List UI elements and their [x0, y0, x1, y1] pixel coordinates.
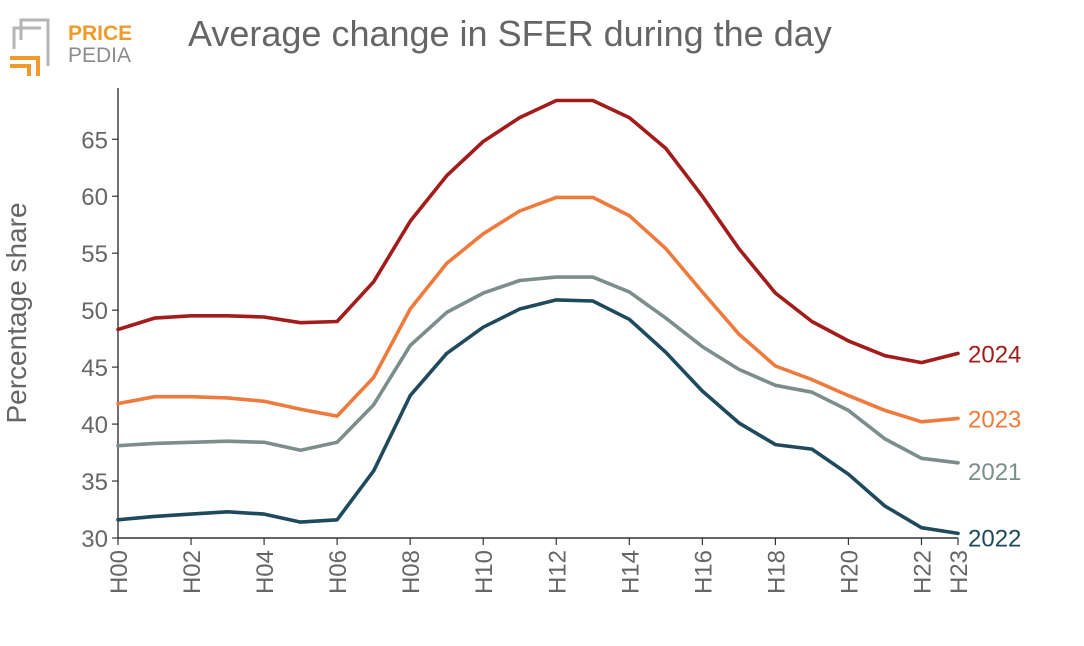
x-tick-label: H14	[617, 550, 644, 594]
series-label-2023: 2023	[968, 406, 1021, 433]
y-axis-label: Percentage share	[1, 202, 32, 423]
pricepedia-logo: PRICE PEDIA	[10, 18, 132, 76]
series-label-2022: 2022	[968, 525, 1021, 552]
y-axis-ticks: 30 35 40 45 50 55 60 65	[81, 127, 118, 553]
logo-mark-icon	[10, 18, 50, 76]
series-line-2023	[116, 195, 960, 424]
x-tick-label: H10	[471, 550, 498, 594]
x-tick-label: H20	[836, 550, 863, 594]
series-line-2024	[116, 98, 960, 365]
y-tick-label: 55	[81, 241, 108, 268]
y-tick-label: 50	[81, 298, 108, 325]
y-tick-label: 35	[81, 469, 108, 496]
series-line-2022	[116, 298, 960, 536]
x-tick-label: H18	[763, 550, 790, 594]
y-tick-label: 60	[81, 184, 108, 211]
logo-text-pedia: PEDIA	[68, 44, 131, 67]
series-end-labels: 2024 2023 2021 2022	[968, 341, 1021, 552]
logo-text-price: PRICE	[68, 22, 132, 45]
x-tick-label: H02	[179, 550, 206, 594]
series-label-2024: 2024	[968, 341, 1021, 368]
series-line-2021	[116, 275, 960, 465]
x-tick-label: H00	[106, 550, 133, 594]
y-tick-label: 45	[81, 355, 108, 382]
x-tick-label: H23	[946, 550, 973, 594]
x-tick-label: H12	[544, 550, 571, 594]
chart-title: Average change in SFER during the day	[188, 13, 832, 54]
y-tick-label: 40	[81, 412, 108, 439]
x-tick-label: H08	[398, 550, 425, 594]
x-tick-label: H06	[325, 550, 352, 594]
x-tick-label: H16	[690, 550, 717, 594]
series-lines	[116, 98, 960, 536]
x-tick-label: H22	[909, 550, 936, 594]
y-tick-label: 65	[81, 127, 108, 154]
y-tick-label: 30	[81, 526, 108, 553]
series-label-2021: 2021	[968, 459, 1021, 486]
x-tick-label: H04	[252, 550, 279, 594]
x-axis-ticks: H00 H02 H04 H06 H08 H10 H12 H14 H16 H18 H20 H22 H23	[106, 538, 973, 594]
